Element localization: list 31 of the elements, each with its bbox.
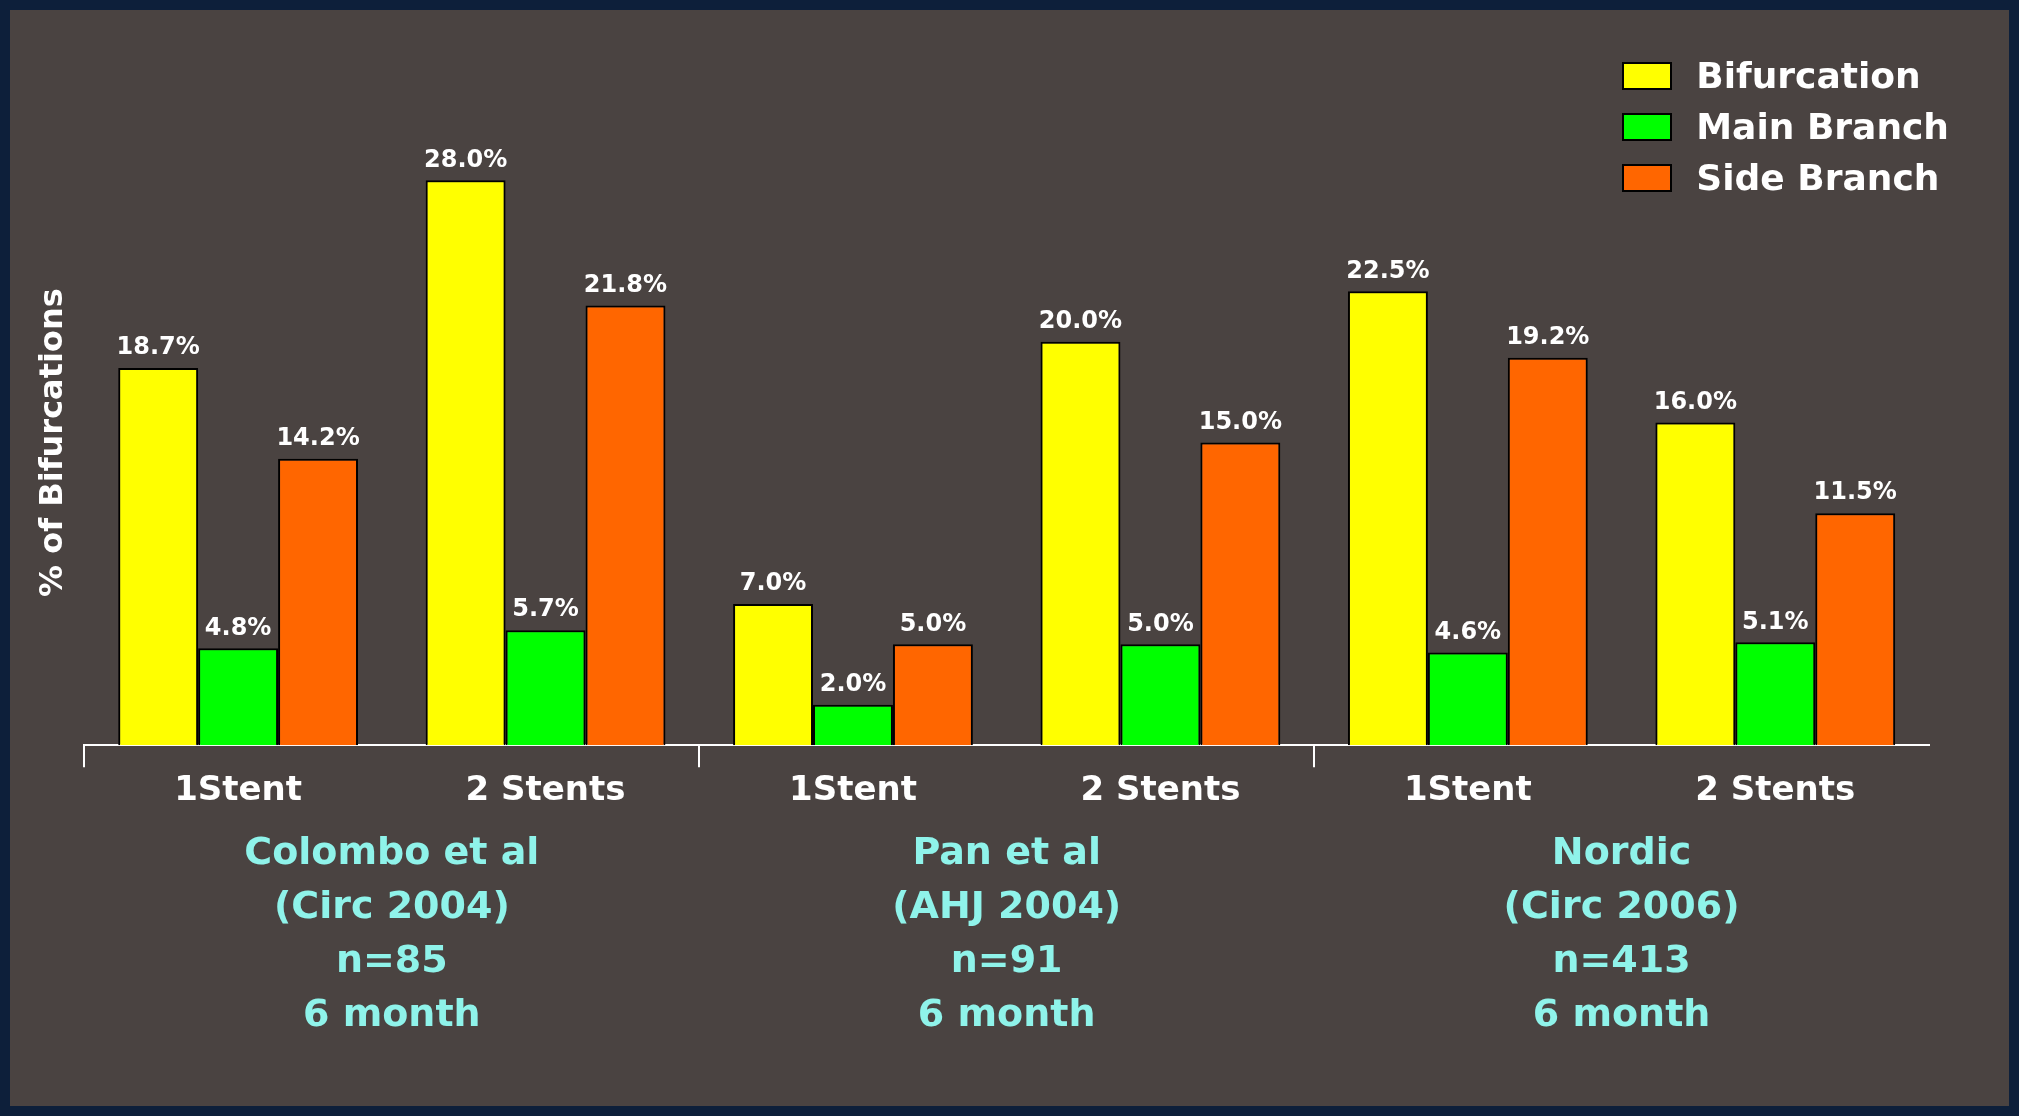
data-label: 22.5%: [1346, 255, 1430, 284]
y-axis-title: % of Bifurcations: [31, 288, 70, 597]
data-label: 5.7%: [512, 594, 579, 623]
data-label: 5.0%: [1127, 608, 1194, 637]
data-label: 20.0%: [1038, 305, 1123, 334]
x-tick-label: 2 Stents: [1080, 768, 1241, 809]
data-label: 2.0%: [819, 669, 887, 698]
x-tick-label: 2 Stents: [465, 768, 626, 809]
data-label: 4.8%: [204, 612, 272, 641]
data-label: 21.8%: [583, 269, 668, 298]
data-label: 18.7%: [116, 332, 200, 361]
data-label: 15.0%: [1198, 406, 1282, 435]
data-label: 11.5%: [1813, 477, 1897, 506]
data-label: 28.0%: [423, 144, 508, 173]
data-label: 16.0%: [1653, 386, 1737, 415]
data-label: 5.1%: [1742, 606, 1809, 635]
x-tick-label: 1Stent: [789, 768, 917, 809]
data-label: 4.6%: [1434, 616, 1502, 645]
legend-label: Side Branch: [1696, 157, 1940, 198]
x-tick-label: 1Stent: [174, 768, 303, 809]
data-label: 14.2%: [276, 422, 360, 451]
data-label: 5.0%: [899, 608, 967, 637]
text: Nordic (Circ 2006) n=413 6 month: [1503, 828, 1740, 1037]
x-tick-label: 1Stent: [1403, 768, 1532, 809]
data-label: 19.2%: [1506, 322, 1590, 351]
data-label: 7.0%: [739, 568, 807, 597]
legend-label: Bifurcation: [1696, 55, 1921, 96]
legend-label: Main Branch: [1696, 106, 1949, 147]
x-tick-label: 2 Stents: [1695, 768, 1856, 809]
text: Pan et al (AHJ 2004) n=91 6 month: [892, 828, 1122, 1037]
text: Colombo et al (Circ 2004) n=85 6 month: [244, 828, 540, 1037]
